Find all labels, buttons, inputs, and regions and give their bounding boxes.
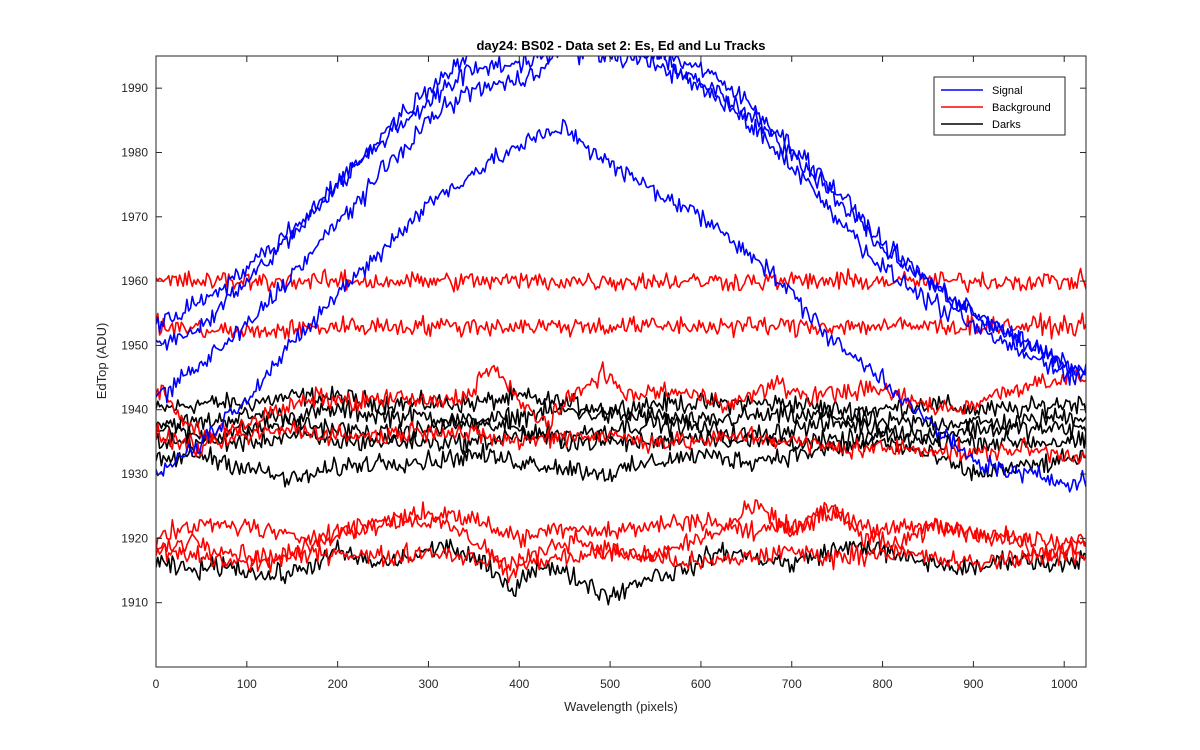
y-axis-ticks: 1910 1920 1930 1940 1950 1960 1970 1980 1990	[121, 81, 1086, 610]
y-tick-label: 1910	[121, 596, 148, 610]
legend-label-background: Background	[992, 102, 1051, 114]
chart-title: day24: BS02 - Data set 2: Es, Ed and Lu …	[476, 38, 765, 53]
series-layer	[156, 56, 1086, 606]
y-tick-label: 1980	[121, 145, 148, 159]
x-tick-label: 400	[509, 677, 529, 691]
y-tick-label: 1930	[121, 467, 148, 481]
x-tick-label: 900	[963, 677, 983, 691]
x-tick-label: 600	[691, 677, 711, 691]
x-axis-ticks: 0 100 200 300 400 500 600 700 800 900 1000	[153, 56, 1078, 691]
y-tick-label: 1990	[121, 81, 148, 95]
y-tick-label: 1970	[121, 210, 148, 224]
series-line-darks-15	[156, 436, 1086, 488]
x-tick-label: 500	[600, 677, 620, 691]
axes-box	[155, 55, 1087, 668]
series-line-darks-16	[156, 538, 1086, 606]
legend-box	[933, 76, 1066, 136]
x-tick-label: 0	[153, 677, 160, 691]
x-tick-label: 300	[418, 677, 438, 691]
y-tick-label: 1960	[121, 274, 148, 288]
x-tick-label: 800	[873, 677, 893, 691]
series-line-background-10	[156, 541, 1086, 573]
y-tick-label: 1920	[121, 531, 148, 545]
series-line-background-6	[156, 361, 1086, 443]
series-line-darks-13	[156, 412, 1086, 447]
series-line-background-7	[156, 420, 1086, 465]
y-tick-label: 1950	[121, 338, 148, 352]
legend-label-darks: Darks	[992, 119, 1021, 131]
x-tick-label: 200	[328, 677, 348, 691]
x-tick-label: 100	[237, 677, 257, 691]
series-line-background-8	[156, 501, 1086, 553]
series-line-background-5	[156, 312, 1086, 340]
x-tick-label: 1000	[1051, 677, 1078, 691]
legend: Signal Background Darks	[933, 76, 1066, 136]
y-tick-label: 1940	[121, 403, 148, 417]
series-line-signal-2	[156, 56, 1086, 404]
x-tick-label: 700	[782, 677, 802, 691]
x-axis-label: Wavelength (pixels)	[564, 699, 678, 714]
series-line-signal-3	[156, 118, 1086, 493]
legend-label-signal: Signal	[992, 85, 1023, 97]
y-axis-label: EdTop (ADU)	[94, 323, 109, 400]
series-line-signal-1	[156, 56, 1086, 376]
